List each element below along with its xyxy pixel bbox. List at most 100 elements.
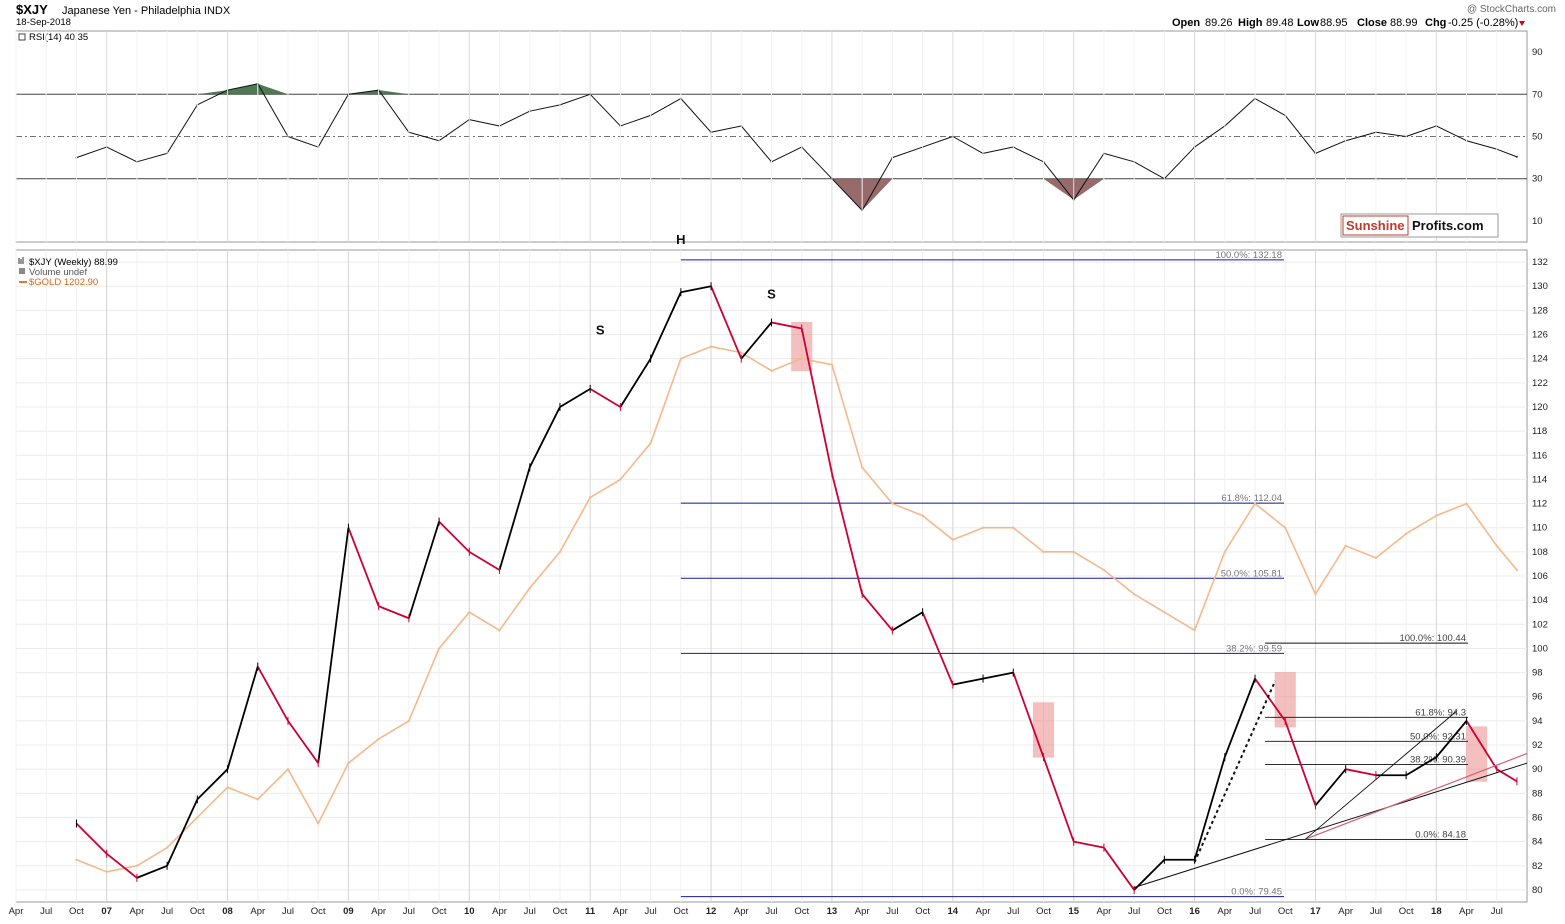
price-tick-label: 90 [1532, 764, 1543, 775]
x-tick-label: Jul [161, 906, 173, 917]
x-tick-label: Apr [1217, 906, 1232, 917]
x-tick-label: Apr [492, 906, 507, 917]
price-segment [1223, 678, 1256, 758]
gold-point [1284, 526, 1287, 529]
price-tick-label: 86 [1532, 812, 1543, 823]
gold-point [317, 822, 320, 825]
price-tick-label: 122 [1532, 378, 1548, 389]
gold-point [1072, 550, 1075, 553]
x-tick-label: Oct [311, 906, 326, 917]
gold-point [891, 502, 894, 505]
price-segment [559, 388, 591, 408]
gold-point [1344, 544, 1347, 547]
channel-upper-line [1305, 710, 1457, 840]
long-trendline [1133, 762, 1528, 888]
gold-point [468, 611, 471, 614]
red-trendline [1305, 752, 1528, 840]
gold-point [981, 526, 985, 529]
price-segment [710, 285, 743, 360]
price-segment [1314, 768, 1347, 806]
price-tick-label: 84 [1532, 837, 1543, 848]
price-segment [75, 822, 108, 855]
rsi-line [76, 83, 1518, 211]
gold-point [830, 363, 834, 366]
x-tick-label: 11 [585, 906, 596, 917]
x-tick-label: Jul [1128, 906, 1140, 917]
logo-sunshine: Sunshine [1346, 218, 1405, 233]
sunshine-profits-logo: Sunshine Profits.com [1340, 213, 1499, 238]
x-tick-label: Jul [886, 906, 898, 917]
price-segment [378, 605, 410, 620]
price-segment [438, 521, 470, 553]
x-tick-label: Jul [1249, 906, 1261, 917]
fib-label-minor: 0.0%: 84.18 [1415, 829, 1466, 840]
gold-point [226, 786, 229, 789]
gold-point [256, 798, 259, 801]
price-segment [1103, 847, 1135, 891]
down-arrow-icon [1519, 21, 1525, 26]
price-segment [861, 593, 894, 631]
price-segment [680, 285, 712, 294]
price-tick-label: 104 [1532, 595, 1548, 606]
gold-point [649, 442, 652, 445]
price-segment [649, 291, 682, 360]
x-tick-label: Apr [613, 906, 628, 917]
gold-point [1374, 556, 1377, 559]
gold-point [1042, 550, 1045, 553]
fib-label-major: 38.2%: 99.59 [1226, 643, 1282, 654]
chart-date: 18-Sep-2018 [16, 17, 71, 28]
gold-point [105, 870, 108, 873]
gold-point [1495, 544, 1498, 547]
price-segment [1042, 756, 1075, 842]
gold-point [1435, 514, 1438, 517]
rsi-oversold-fill [1043, 178, 1074, 200]
chg-label: Chg [1425, 17, 1446, 29]
price-segment [589, 388, 621, 408]
price-segment [891, 611, 924, 632]
price-segment [287, 720, 319, 764]
open-label: Open [1172, 17, 1200, 29]
price-tick-label: 128 [1532, 305, 1548, 316]
price-segment [1254, 678, 1286, 722]
price-segment [468, 551, 500, 571]
fib-label-major: 100.0%: 132.18 [1215, 250, 1282, 261]
gold-point [800, 357, 803, 360]
close-value: 88.99 [1390, 17, 1418, 29]
x-tick-label: Apr [129, 906, 144, 917]
rsi-legend-icon [18, 33, 26, 41]
gold-point [286, 768, 290, 771]
rsi-oversold-fill [1073, 178, 1104, 200]
volume-series-label: Volume undef [29, 267, 87, 278]
price-tick-label: 132 [1532, 257, 1548, 268]
gold-point [1515, 568, 1519, 572]
gold-point [75, 858, 78, 861]
price-segment [166, 798, 199, 867]
x-tick-label: Oct [1036, 906, 1051, 917]
x-tick-label: Oct [673, 906, 688, 917]
x-tick-label: Jul [1491, 906, 1503, 917]
price-tick-label: 120 [1532, 402, 1548, 413]
x-tick-label: Oct [69, 906, 84, 917]
rsi-tick-label: 70 [1532, 89, 1543, 100]
price-tick-label: 96 [1532, 692, 1543, 703]
price-tick-label: 118 [1532, 426, 1547, 437]
rsi-overbought-fill [227, 83, 258, 95]
price-segment [1284, 720, 1317, 806]
close-label: Close [1357, 17, 1387, 29]
price-tick-label: 124 [1532, 354, 1548, 365]
price-tick-label: 80 [1532, 885, 1543, 896]
price-segment [528, 406, 561, 468]
volume-legend-icon [19, 268, 25, 274]
x-tick-label: Oct [553, 906, 568, 917]
x-tick-label: Apr [855, 906, 870, 917]
symbol-title: $XJY [16, 2, 48, 17]
price-segment [1435, 720, 1468, 758]
price-tick-label: 116 [1532, 450, 1547, 461]
x-tick-label: 09 [343, 906, 354, 917]
price-segment [1345, 768, 1377, 777]
logo-profits: Profits.com [1412, 218, 1484, 233]
price-segment [498, 467, 531, 571]
price-segment [347, 527, 380, 607]
x-tick-label: Apr [734, 906, 749, 917]
price-segment [226, 666, 259, 770]
